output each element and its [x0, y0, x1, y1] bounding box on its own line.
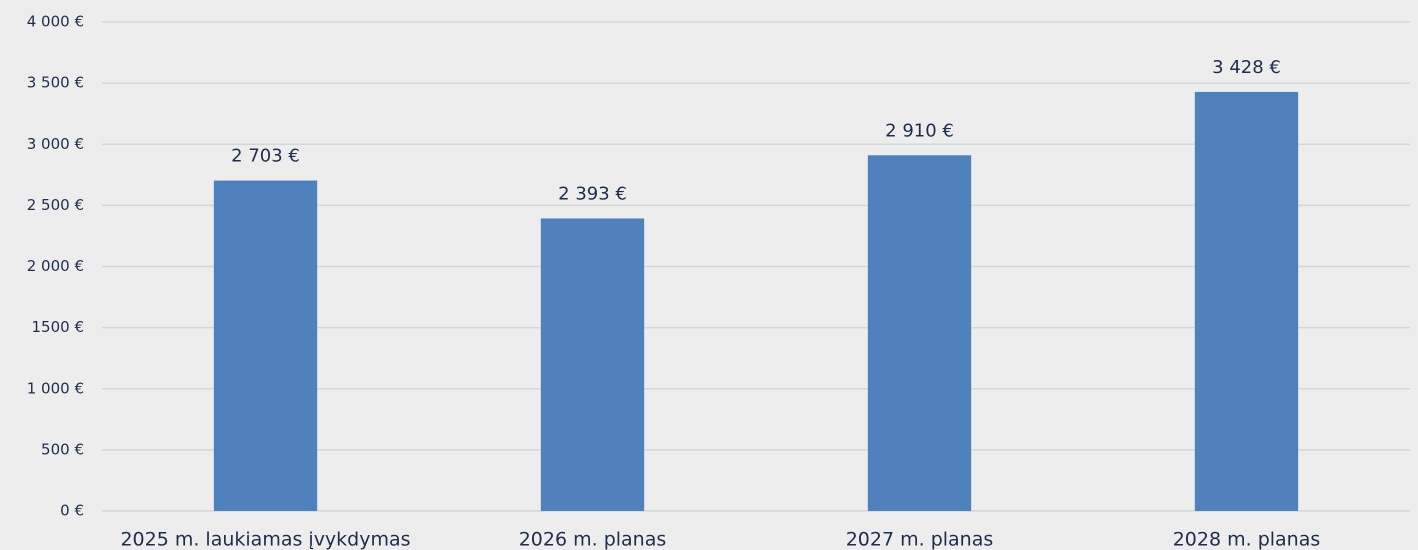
data-label: 3 428 € — [1212, 57, 1281, 78]
y-tick-label: 4 000 € — [27, 13, 84, 31]
y-tick-label: 500 € — [41, 440, 84, 458]
x-tick-label: 2027 m. planas — [846, 529, 994, 550]
y-tick-label: 1500 € — [32, 318, 85, 336]
bar — [1194, 91, 1299, 511]
data-label: 2 703 € — [231, 146, 300, 167]
bar — [540, 218, 645, 511]
y-tick-label: 2 000 € — [27, 257, 84, 275]
data-label: 2 393 € — [558, 183, 627, 204]
x-tick-label: 2025 m. laukiamas įvykdymas — [120, 529, 410, 550]
y-tick-label: 0 € — [60, 502, 84, 520]
y-tick-label: 1 000 € — [27, 379, 84, 397]
x-tick-label: 2026 m. planas — [519, 529, 667, 550]
data-label: 2 910 € — [885, 120, 954, 141]
y-tick-label: 2 500 € — [27, 196, 84, 214]
bar — [213, 180, 318, 512]
bar — [867, 155, 972, 511]
x-tick-label: 2028 m. planas — [1173, 529, 1321, 550]
y-tick-label: 3 000 € — [27, 135, 84, 153]
y-tick-label: 3 500 € — [27, 74, 84, 92]
